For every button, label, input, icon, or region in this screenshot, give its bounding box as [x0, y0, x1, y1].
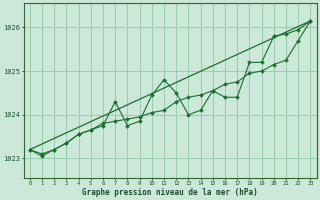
X-axis label: Graphe pression niveau de la mer (hPa): Graphe pression niveau de la mer (hPa) — [82, 188, 258, 197]
